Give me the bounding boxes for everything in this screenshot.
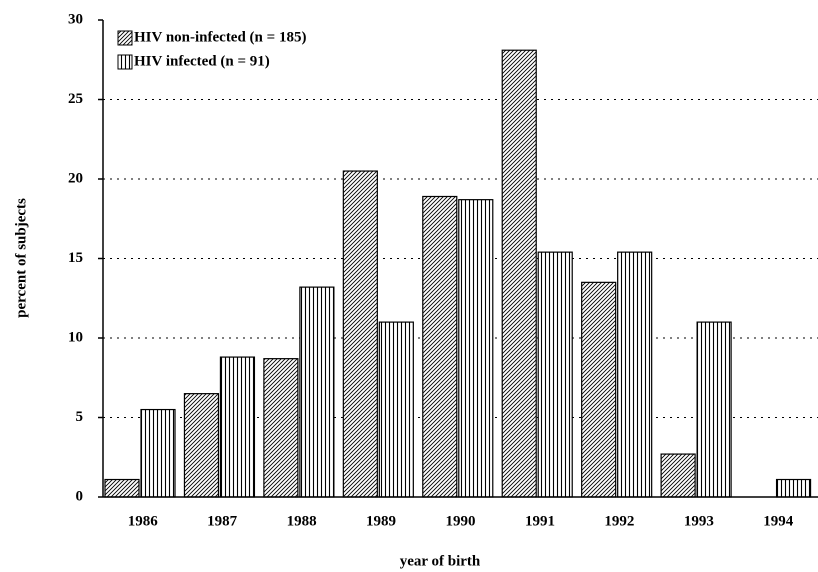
x-tick-label: 1987 bbox=[207, 513, 238, 529]
bar bbox=[617, 251, 653, 498]
bar bbox=[263, 358, 299, 498]
y-tick-label: 5 bbox=[76, 409, 84, 425]
y-tick-label: 0 bbox=[76, 488, 84, 504]
bar bbox=[219, 356, 256, 498]
bar bbox=[581, 281, 617, 498]
bar bbox=[378, 321, 414, 498]
y-tick-label: 25 bbox=[68, 91, 83, 107]
x-tick-label: 1986 bbox=[128, 513, 159, 529]
y-tick-label: 30 bbox=[68, 11, 83, 27]
legend-swatch bbox=[117, 54, 133, 70]
bar bbox=[458, 199, 494, 498]
bar bbox=[422, 195, 458, 498]
legend-swatch bbox=[117, 30, 133, 46]
legend-label: HIV non-infected (n = 185) bbox=[134, 29, 306, 45]
bar bbox=[501, 49, 537, 498]
x-tick-label: 1990 bbox=[446, 513, 476, 529]
y-axis-label: percent of subjects bbox=[13, 198, 29, 318]
y-tick-label: 15 bbox=[68, 250, 83, 266]
bar bbox=[696, 321, 732, 498]
x-tick-label: 1993 bbox=[684, 513, 714, 529]
bar bbox=[342, 170, 378, 498]
x-tick-label: 1988 bbox=[287, 513, 317, 529]
x-axis-label: year of birth bbox=[400, 553, 481, 569]
x-tick-label: 1992 bbox=[604, 513, 634, 529]
x-tick-label: 1991 bbox=[525, 513, 555, 529]
legend-label: HIV infected (n = 91) bbox=[134, 53, 270, 69]
x-tick-label: 1989 bbox=[366, 513, 396, 529]
y-tick-label: 10 bbox=[68, 329, 83, 345]
bar bbox=[183, 393, 220, 498]
bar bbox=[537, 251, 573, 498]
x-tick-label: 1994 bbox=[763, 513, 794, 529]
bar bbox=[104, 478, 140, 498]
y-tick-label: 20 bbox=[68, 170, 83, 186]
bar bbox=[775, 478, 812, 498]
bar bbox=[299, 286, 335, 498]
bar bbox=[660, 453, 696, 498]
bar bbox=[140, 408, 176, 498]
